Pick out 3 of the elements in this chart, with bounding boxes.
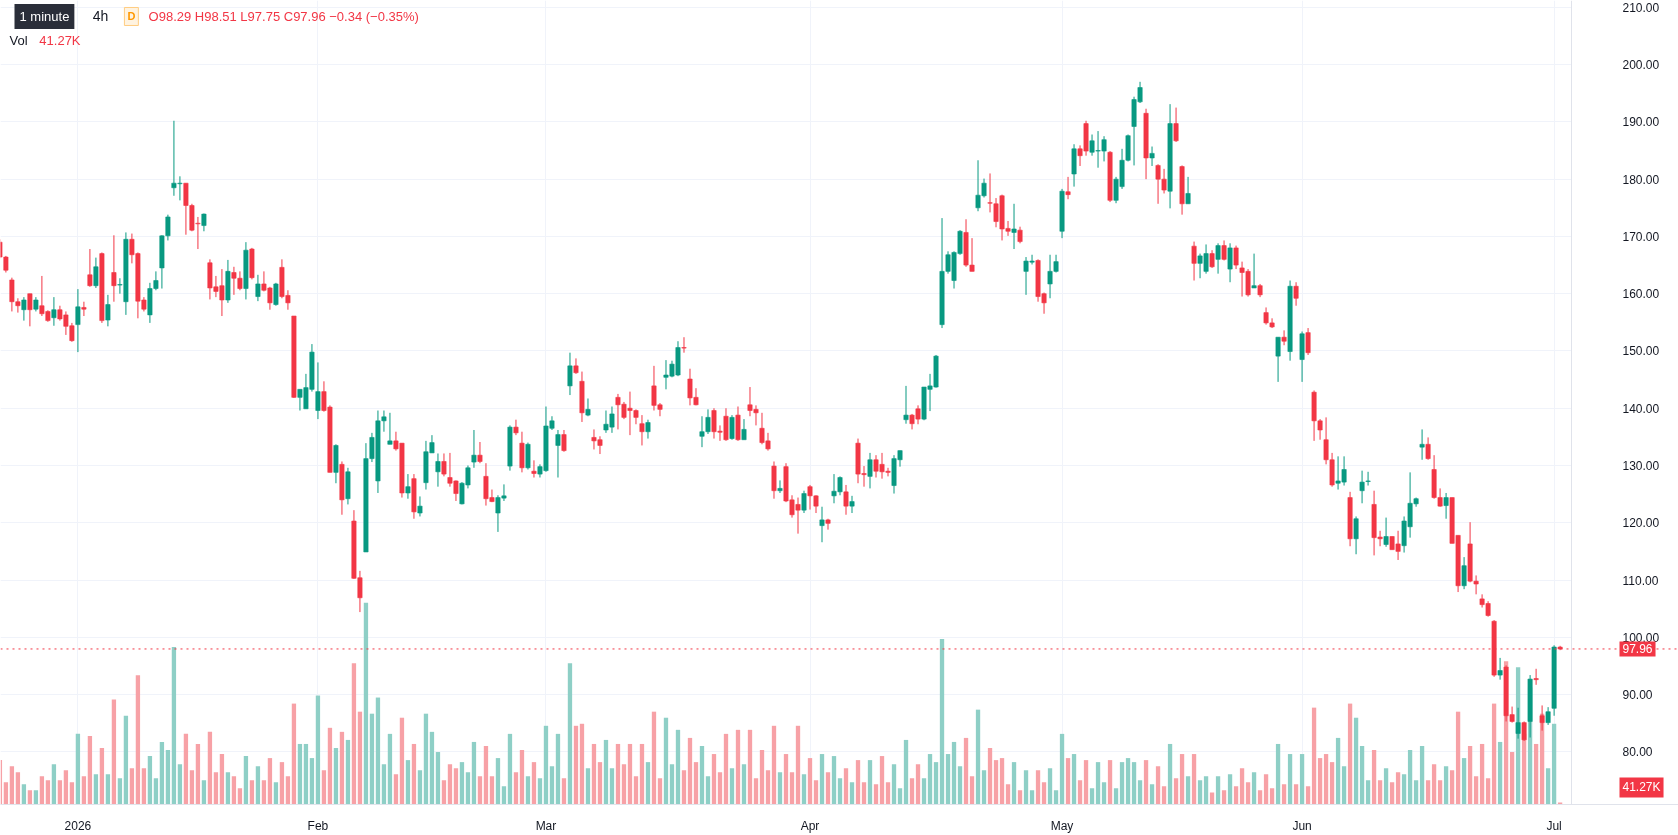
bar: [3, 782, 9, 805]
bar: [15, 772, 21, 805]
bar: [9, 766, 15, 805]
